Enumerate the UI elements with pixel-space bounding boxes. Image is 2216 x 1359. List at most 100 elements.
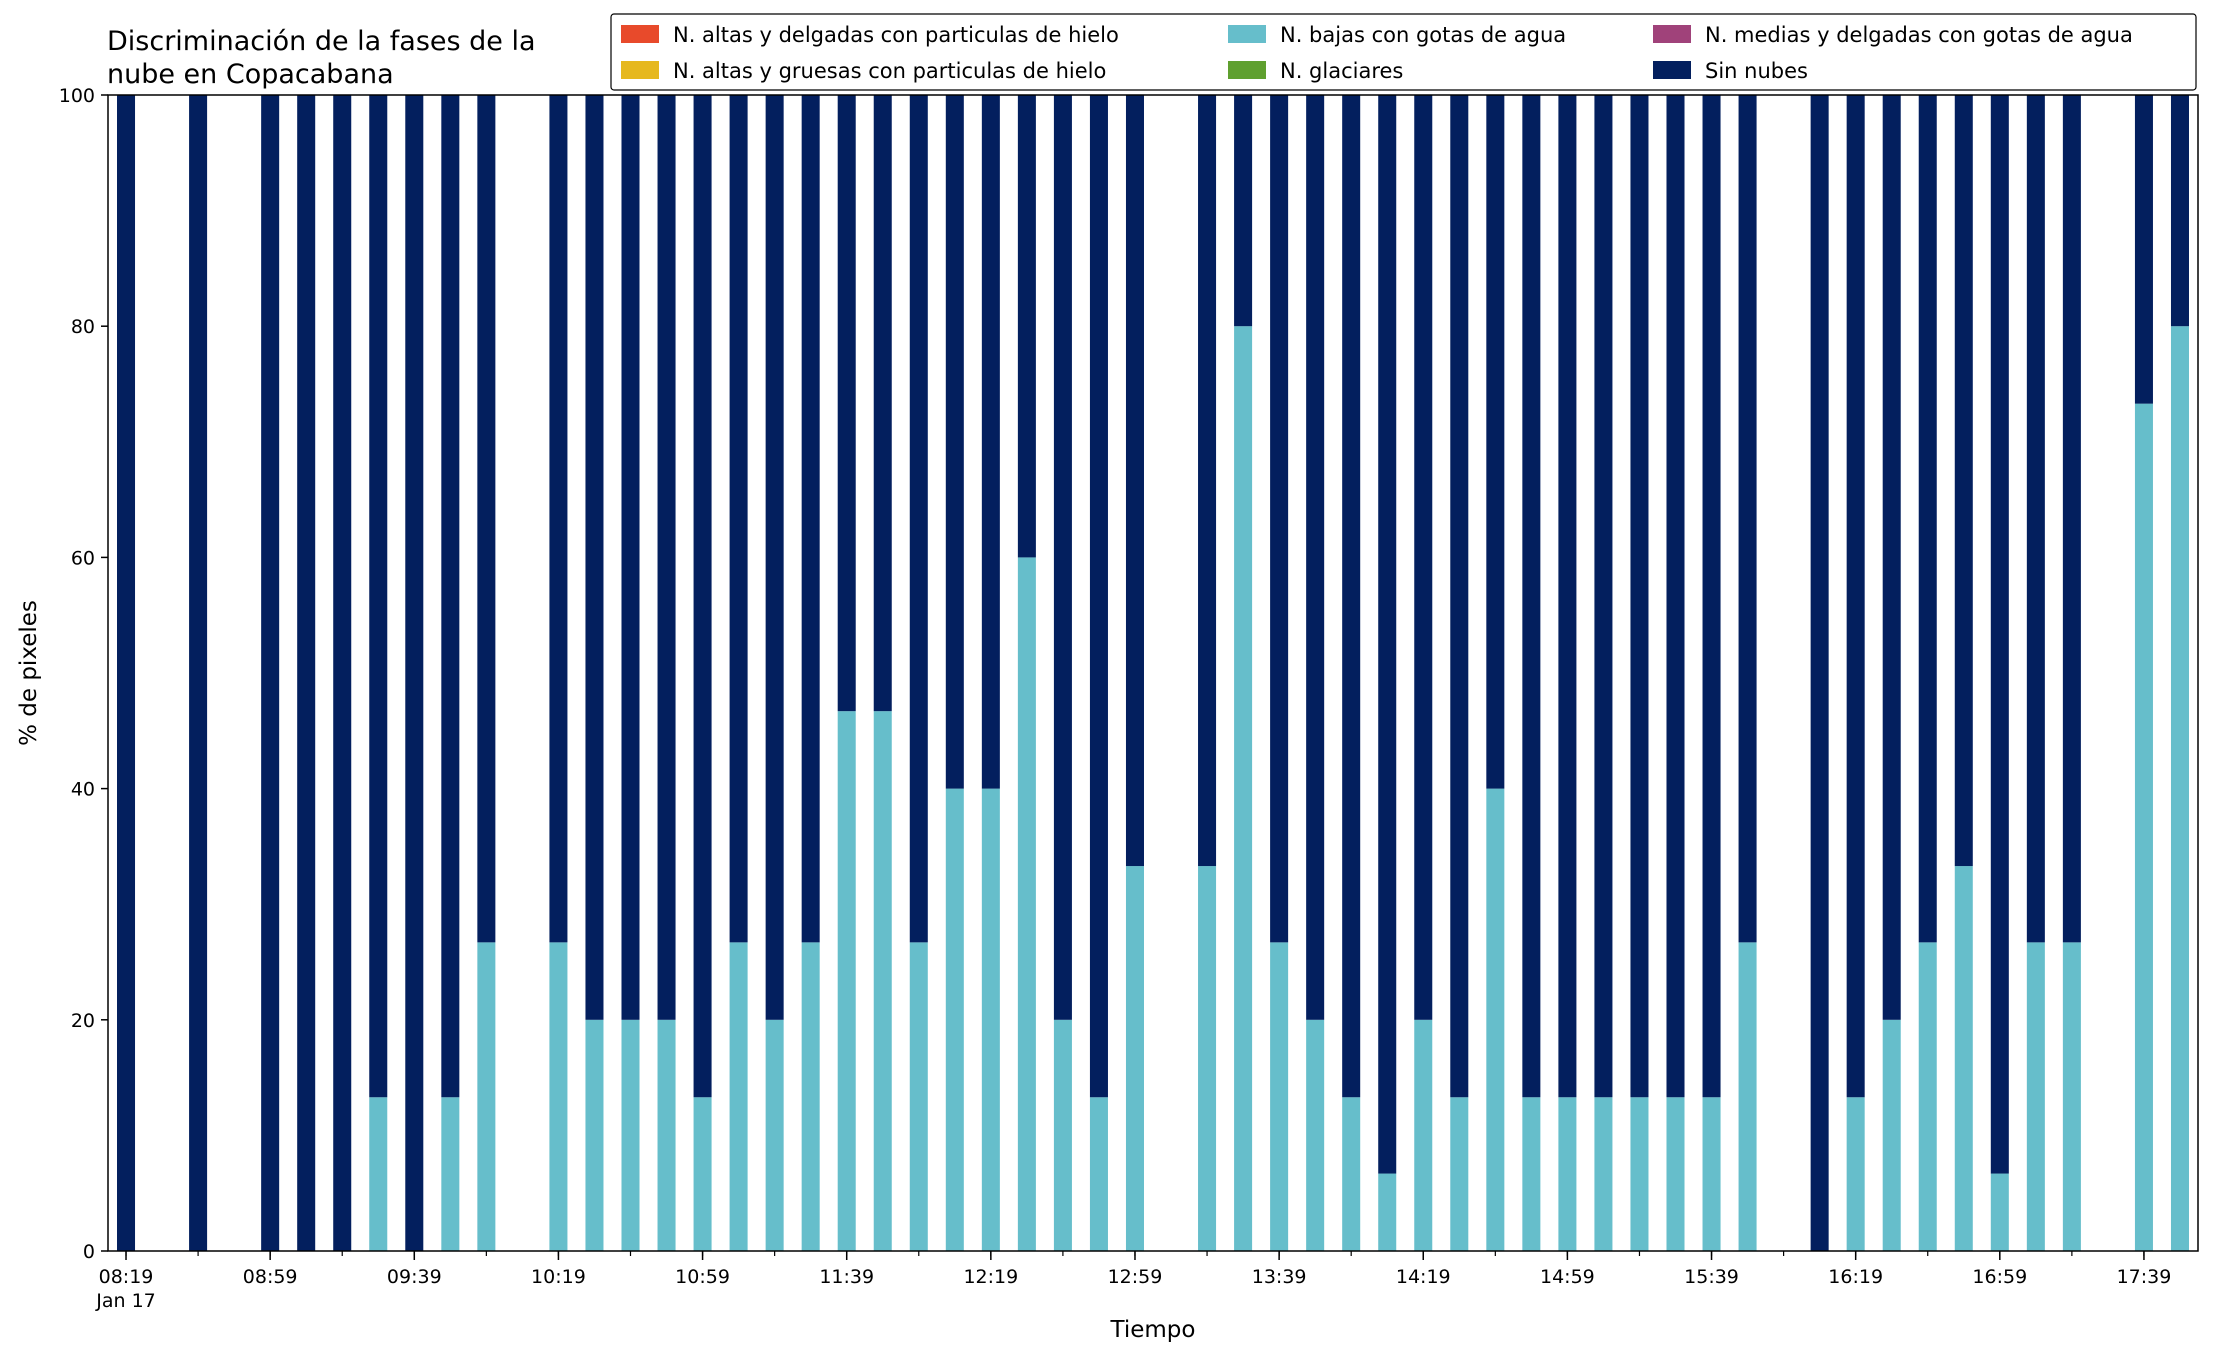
legend-label: N. bajas con gotas de agua — [1280, 23, 1566, 47]
bar-segment — [1666, 1097, 1685, 1251]
bar-segment — [693, 95, 712, 1098]
bar-segment — [801, 942, 820, 1251]
bar-segment — [549, 942, 568, 1251]
bar-segment — [369, 1097, 388, 1251]
bar-segment — [2170, 326, 2189, 1251]
bar-segment — [981, 788, 1000, 1251]
bar-segment — [765, 95, 784, 1020]
bar-segment — [945, 788, 964, 1251]
bar-segment — [1378, 95, 1397, 1174]
x-axis-label: Tiempo — [1110, 1317, 1196, 1343]
bar-segment — [117, 95, 136, 1251]
bar-segment — [693, 1097, 712, 1251]
legend-label: N. altas y gruesas con particulas de hie… — [673, 59, 1106, 83]
bars-layer — [117, 95, 2189, 1251]
bar-segment — [2134, 95, 2153, 404]
bar-segment — [2134, 403, 2153, 1251]
y-axis-label: % de pixeles — [16, 600, 42, 746]
bar-segment — [729, 942, 748, 1251]
bar-segment — [657, 1019, 676, 1251]
bar-segment — [1342, 95, 1361, 1098]
bar-segment — [2062, 95, 2081, 943]
x-tick-label: 14:59 — [1540, 1266, 1595, 1288]
bar-segment — [909, 95, 928, 943]
bar-segment — [945, 95, 964, 789]
axes-frame — [107, 94, 2199, 1252]
bar-segment — [441, 95, 460, 1098]
legend-label: Sin nubes — [1705, 59, 1808, 83]
bar-segment — [1017, 95, 1036, 558]
x-tick-label: 14:19 — [1396, 1266, 1451, 1288]
bar-segment — [1089, 95, 1108, 1098]
legend-swatch — [1228, 25, 1266, 43]
bar-segment — [1125, 866, 1144, 1251]
bar-segment — [1486, 788, 1505, 1251]
bar-segment — [1630, 1097, 1649, 1251]
bar-segment — [1954, 95, 1973, 867]
bar-segment — [801, 95, 820, 943]
bar-segment — [1918, 95, 1937, 943]
legend-frame — [610, 13, 2197, 91]
y-axis: 0 20 40 60 80 100 — [59, 85, 108, 1263]
y-tick-label: 60 — [71, 547, 95, 569]
x-tick-label: 16:59 — [1972, 1266, 2027, 1288]
bar-segment — [1558, 95, 1577, 1098]
bar-segment — [1738, 95, 1757, 943]
bar-segment — [873, 95, 892, 712]
bar-segment — [2026, 95, 2045, 943]
legend-label: N. medias y delgadas con gotas de agua — [1705, 23, 2133, 47]
legend-swatch — [621, 25, 659, 43]
x-tick-label: 08:19 — [99, 1266, 154, 1288]
bar-segment — [585, 1019, 604, 1251]
bar-segment — [2062, 942, 2081, 1251]
bar-segment — [1414, 95, 1433, 1020]
x-tick-label: 16:19 — [1828, 1266, 1883, 1288]
x-tick-date-label: Jan 17 — [95, 1290, 156, 1312]
y-tick-label: 0 — [83, 1241, 95, 1263]
x-tick-label: 13:39 — [1252, 1266, 1307, 1288]
legend-swatch — [1653, 25, 1691, 43]
bar-segment — [477, 942, 496, 1251]
bar-segment — [1053, 1019, 1072, 1251]
bar-segment — [1882, 1019, 1901, 1251]
bar-segment — [549, 95, 568, 943]
bar-segment — [189, 95, 208, 1251]
legend-swatch — [1653, 61, 1691, 79]
x-tick-label: 10:19 — [531, 1266, 586, 1288]
bar-segment — [1450, 95, 1469, 1098]
y-tick-label: 20 — [71, 1010, 95, 1032]
bar-segment — [297, 95, 316, 1251]
bar-segment — [1558, 1097, 1577, 1251]
bar-segment — [1954, 866, 1973, 1251]
bar-segment — [261, 95, 280, 1251]
bar-segment — [621, 95, 640, 1020]
bar-segment — [369, 95, 388, 1098]
bar-segment — [1306, 1019, 1325, 1251]
bar-segment — [1342, 1097, 1361, 1251]
bar-segment — [1450, 1097, 1469, 1251]
bar-segment — [1270, 942, 1289, 1251]
x-tick-label: 15:39 — [1684, 1266, 1739, 1288]
bar-segment — [729, 95, 748, 943]
x-tick-label: 12:59 — [1108, 1266, 1163, 1288]
bar-segment — [1089, 1097, 1108, 1251]
bar-segment — [1702, 95, 1721, 1098]
bar-segment — [1810, 95, 1829, 1251]
bar-segment — [1522, 1097, 1541, 1251]
bar-segment — [1738, 942, 1757, 1251]
bar-segment — [621, 1019, 640, 1251]
bar-segment — [1053, 95, 1072, 1020]
bar-segment — [1990, 95, 2009, 1174]
bar-segment — [837, 711, 856, 1251]
bar-segment — [1378, 1173, 1397, 1251]
bar-segment — [1702, 1097, 1721, 1251]
bar-segment — [1414, 1019, 1433, 1251]
x-tick-label: 10:59 — [675, 1266, 730, 1288]
bar-segment — [1486, 95, 1505, 789]
bar-segment — [1882, 95, 1901, 1020]
bar-segment — [477, 95, 496, 943]
chart-title-line-1: Discriminación de la fases de la — [107, 26, 536, 57]
bar-segment — [1198, 866, 1217, 1251]
